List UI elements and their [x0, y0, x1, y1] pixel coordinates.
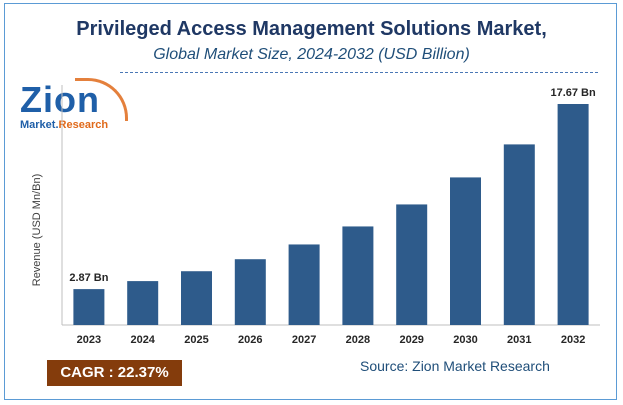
x-tick-label: 2028: [346, 334, 370, 346]
bar-2031: [503, 144, 535, 325]
bar-2032: [557, 104, 589, 325]
bar-2026: [234, 259, 266, 325]
x-tick-label: 2031: [507, 334, 531, 346]
x-tick-label: 2026: [238, 334, 262, 346]
bar-2030: [450, 177, 481, 325]
source-note: Source: Zion Market Research: [360, 358, 550, 374]
logo-subtitle: Market.Research: [20, 119, 108, 131]
bar-2028: [342, 226, 374, 325]
bar-2029: [396, 204, 428, 325]
x-tick-label: 2029: [399, 334, 423, 346]
x-tick-label: 2032: [561, 334, 585, 346]
logo-sub-left: Market.: [20, 119, 59, 131]
bar-2024: [127, 281, 159, 325]
logo-sub-right: Research: [58, 119, 109, 131]
x-tick-label: 2027: [292, 334, 316, 346]
cagr-badge: CAGR : 22.37%: [47, 360, 182, 386]
x-tick-label: 2025: [184, 334, 208, 346]
x-tick-label: 2024: [130, 334, 155, 346]
bar-2025: [181, 271, 212, 325]
logo-name: Zion: [20, 79, 100, 120]
data-label: 17.67 Bn: [550, 87, 596, 99]
bar-2023: [73, 289, 105, 325]
chart-subtitle: Global Market Size, 2024-2032 (USD Billi…: [153, 46, 470, 63]
chart-title: Privileged Access Management Solutions M…: [76, 18, 547, 40]
data-label: 2.87 Bn: [69, 272, 108, 284]
bar-2027: [288, 244, 320, 325]
x-tick-label: 2023: [77, 334, 101, 346]
x-tick-label: 2030: [453, 334, 477, 346]
title-divider: [120, 72, 598, 73]
